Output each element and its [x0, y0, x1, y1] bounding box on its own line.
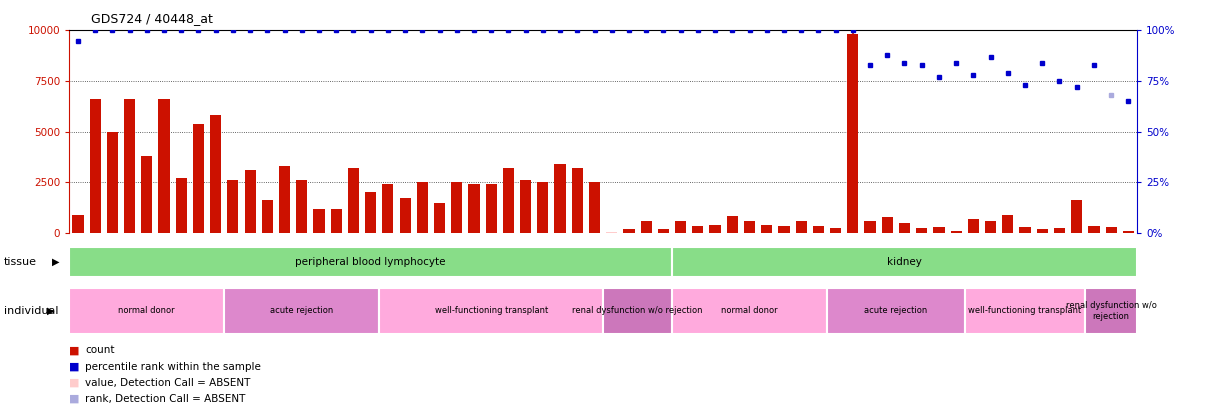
Bar	[934, 227, 945, 233]
Bar	[520, 180, 531, 233]
Bar	[882, 217, 893, 233]
Bar	[244, 170, 255, 233]
Bar	[916, 228, 928, 233]
Bar	[827, 288, 964, 334]
Text: value, Detection Call = ABSENT: value, Detection Call = ABSENT	[85, 378, 250, 388]
Bar	[175, 178, 187, 233]
Text: rank, Detection Call = ABSENT: rank, Detection Call = ABSENT	[85, 394, 246, 404]
Bar	[503, 168, 514, 233]
Text: kidney: kidney	[886, 257, 922, 267]
Bar	[641, 221, 652, 233]
Bar	[624, 229, 635, 233]
Bar	[537, 182, 548, 233]
Text: acute rejection: acute rejection	[270, 306, 333, 315]
Text: percentile rank within the sample: percentile rank within the sample	[85, 362, 261, 371]
Bar	[951, 231, 962, 233]
Bar	[554, 164, 565, 233]
Bar	[379, 288, 603, 334]
Bar	[848, 34, 858, 233]
Text: ■: ■	[69, 345, 80, 355]
Bar	[365, 192, 376, 233]
Bar	[141, 156, 152, 233]
Bar	[224, 288, 379, 334]
Bar	[692, 226, 703, 233]
Bar	[899, 223, 910, 233]
Bar	[1002, 215, 1013, 233]
Bar	[314, 209, 325, 233]
Bar	[193, 124, 204, 233]
Bar	[261, 200, 272, 233]
Bar	[709, 225, 721, 233]
Bar	[1071, 200, 1082, 233]
Bar	[400, 198, 411, 233]
Bar	[90, 99, 101, 233]
Text: ▶: ▶	[52, 257, 60, 267]
Bar	[1037, 229, 1048, 233]
Bar	[1054, 228, 1065, 233]
Bar	[69, 288, 224, 334]
Bar	[297, 180, 308, 233]
Bar	[744, 221, 755, 233]
Text: acute rejection: acute rejection	[865, 306, 928, 315]
Text: peripheral blood lymphocyte: peripheral blood lymphocyte	[295, 257, 446, 267]
Bar	[331, 209, 342, 233]
Text: ▶: ▶	[47, 306, 55, 316]
Bar	[985, 221, 996, 233]
Text: ■: ■	[69, 378, 80, 388]
Text: normal donor: normal donor	[721, 306, 778, 315]
Bar	[968, 219, 979, 233]
Bar	[727, 215, 738, 233]
Text: ■: ■	[69, 394, 80, 404]
Bar	[124, 99, 135, 233]
Bar	[1086, 288, 1137, 334]
Bar	[603, 288, 672, 334]
Text: count: count	[85, 345, 114, 355]
Bar	[382, 184, 394, 233]
Text: individual: individual	[4, 306, 58, 316]
Bar	[1088, 226, 1099, 233]
Bar	[227, 180, 238, 233]
Bar	[278, 166, 291, 233]
Bar	[348, 168, 359, 233]
Bar	[107, 132, 118, 233]
Text: GDS724 / 40448_at: GDS724 / 40448_at	[91, 12, 213, 25]
Bar	[417, 182, 428, 233]
Bar	[210, 115, 221, 233]
Bar	[158, 99, 169, 233]
Bar	[606, 232, 618, 233]
Bar	[1019, 227, 1031, 233]
Bar	[761, 225, 772, 233]
Bar	[589, 182, 601, 233]
Bar	[434, 202, 445, 233]
Text: tissue: tissue	[4, 257, 36, 267]
Bar	[468, 184, 479, 233]
Text: renal dysfunction w/o rejection: renal dysfunction w/o rejection	[573, 306, 703, 315]
Bar	[672, 288, 827, 334]
Bar	[964, 288, 1086, 334]
Bar	[658, 229, 669, 233]
Bar	[69, 247, 672, 277]
Bar	[812, 226, 824, 233]
Bar	[1122, 231, 1135, 233]
Text: ■: ■	[69, 362, 80, 371]
Text: renal dysfunction w/o
rejection: renal dysfunction w/o rejection	[1065, 301, 1156, 320]
Bar	[1105, 227, 1116, 233]
Bar	[572, 168, 582, 233]
Bar	[451, 182, 462, 233]
Text: well-functioning transplant: well-functioning transplant	[434, 306, 548, 315]
Bar	[778, 226, 789, 233]
Text: well-functioning transplant: well-functioning transplant	[968, 306, 1082, 315]
Bar	[865, 221, 876, 233]
Bar	[72, 215, 84, 233]
Bar	[485, 184, 497, 233]
Bar	[672, 247, 1137, 277]
Bar	[795, 221, 806, 233]
Text: normal donor: normal donor	[118, 306, 175, 315]
Bar	[831, 228, 841, 233]
Bar	[675, 221, 686, 233]
